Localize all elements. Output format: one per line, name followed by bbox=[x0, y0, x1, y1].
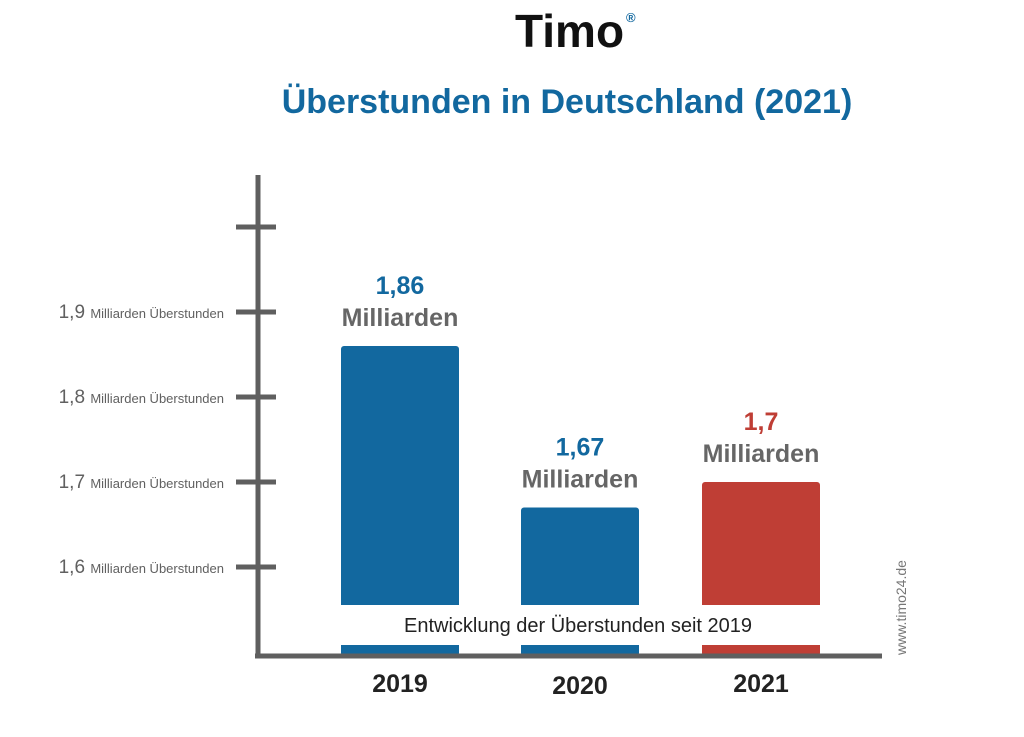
y-tick-value: 1,8 bbox=[59, 387, 91, 408]
y-tick-value: 1,6 bbox=[59, 557, 91, 578]
chart-title: Überstunden in Deutschland (2021) bbox=[282, 83, 853, 121]
y-tick-unit: Milliarden Überstunden bbox=[90, 391, 224, 406]
x-tick-label: 2019 bbox=[372, 670, 428, 698]
y-tick-label: 1,9 Milliarden Überstunden bbox=[59, 302, 224, 323]
y-tick-label: 1,6 Milliarden Überstunden bbox=[59, 557, 224, 578]
x-tick-label: 2020 bbox=[552, 672, 608, 700]
logo-registered-mark: ® bbox=[626, 10, 636, 25]
labels-layer: 1,86 Milliarden 2019 1,67 Milliarden 2020 1,7 M… bbox=[342, 272, 820, 700]
data-label-value: 1,67 bbox=[556, 434, 605, 462]
x-tick-label: 2021 bbox=[733, 670, 789, 698]
data-label-value: 1,7 bbox=[744, 408, 779, 436]
bar-2019 bbox=[341, 346, 459, 656]
y-tick-label: 1,8 Milliarden Überstunden bbox=[59, 387, 224, 408]
source-credit: www.timo24.de bbox=[893, 560, 909, 656]
y-tick-unit: Milliarden Überstunden bbox=[90, 306, 224, 321]
y-tick-unit: Milliarden Überstunden bbox=[90, 476, 224, 491]
y-tick-value: 1,9 bbox=[59, 302, 91, 323]
data-label-unit: Milliarden bbox=[703, 440, 820, 468]
y-tick-value: 1,7 bbox=[59, 472, 91, 493]
axis-break-band bbox=[330, 605, 850, 645]
data-label-value: 1,86 bbox=[376, 272, 425, 300]
brand-logo: Timo ® bbox=[515, 5, 636, 57]
y-tick-unit: Milliarden Überstunden bbox=[90, 561, 224, 576]
chart-caption: Entwicklung der Überstunden seit 2019 bbox=[404, 615, 752, 637]
data-label-unit: Milliarden bbox=[522, 466, 639, 494]
logo-text: Timo bbox=[515, 5, 624, 57]
data-label-unit: Milliarden bbox=[342, 304, 459, 332]
y-tick-label: 1,7 Milliarden Überstunden bbox=[59, 472, 224, 493]
